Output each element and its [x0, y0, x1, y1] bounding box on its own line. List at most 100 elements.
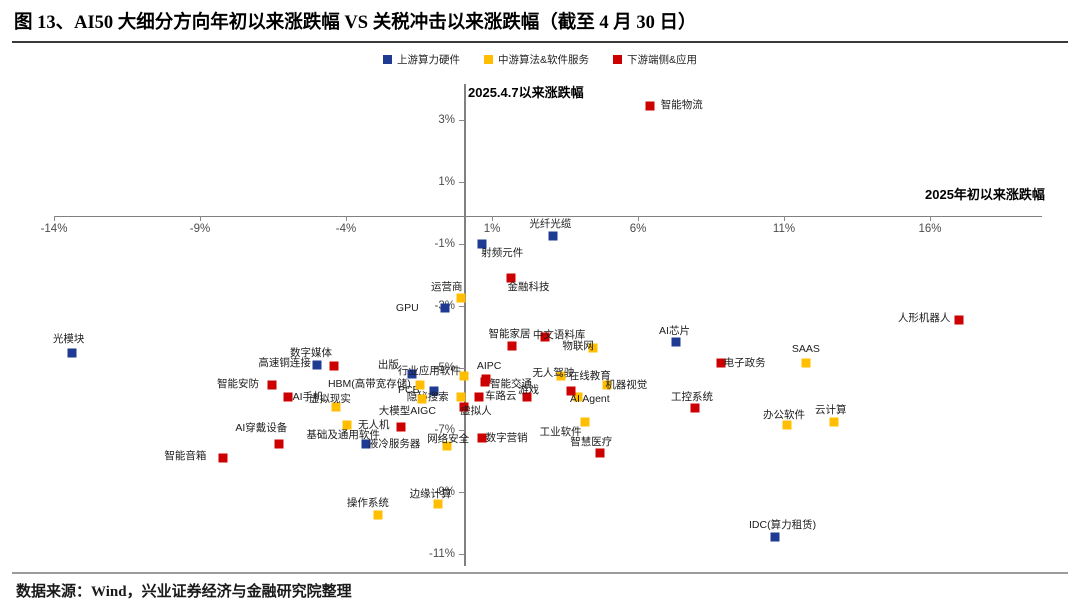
- x-axis-tick-label: -4%: [335, 223, 357, 235]
- data-point[interactable]: [716, 358, 726, 368]
- data-point-label: 车路云: [485, 389, 517, 402]
- x-axis-tick: [638, 216, 640, 221]
- data-point[interactable]: [433, 499, 443, 509]
- data-point[interactable]: [415, 380, 425, 390]
- data-point-label: 无人驾驶: [532, 366, 575, 379]
- data-point[interactable]: [440, 303, 450, 313]
- data-point-label: 金融科技: [507, 281, 550, 294]
- data-point[interactable]: [566, 386, 576, 396]
- x-axis-tick: [54, 216, 56, 221]
- data-point[interactable]: [595, 448, 605, 458]
- data-point[interactable]: [429, 386, 439, 396]
- data-point[interactable]: [396, 422, 406, 432]
- data-point-label: SAAS: [791, 343, 820, 356]
- data-point-label: 电子政务: [723, 357, 766, 370]
- data-point[interactable]: [477, 433, 487, 443]
- data-point[interactable]: [690, 403, 700, 413]
- x-axis-tick: [346, 216, 348, 221]
- data-point[interactable]: [829, 417, 839, 427]
- data-point[interactable]: [580, 417, 590, 427]
- data-point-label: 人形机器人: [897, 312, 951, 325]
- data-point[interactable]: [407, 369, 417, 379]
- data-point-label: 虚拟现实: [308, 392, 351, 405]
- data-point[interactable]: [456, 293, 466, 303]
- data-point-label: 边缘计算: [409, 487, 452, 500]
- data-point-label: 智能家居: [488, 327, 531, 340]
- data-point-label: 智能音箱: [164, 450, 207, 463]
- data-point[interactable]: [329, 361, 339, 371]
- data-point[interactable]: [540, 332, 550, 342]
- x-axis-tick: [492, 216, 494, 221]
- x-axis-tick-label: 16%: [918, 223, 942, 235]
- data-point[interactable]: [801, 358, 811, 368]
- data-point[interactable]: [507, 341, 517, 351]
- figure-title-bar: 图 13、AI50 大细分方向年初以来涨跌幅 VS 关税冲击以来涨跌幅（截至 4…: [0, 0, 1080, 42]
- x-axis-tick-label: -9%: [189, 223, 211, 235]
- data-point-label: 数字营销: [485, 431, 528, 444]
- y-axis-tick: [459, 306, 465, 308]
- data-point[interactable]: [602, 380, 612, 390]
- data-point[interactable]: [331, 402, 341, 412]
- y-axis-tick: [459, 368, 465, 370]
- x-axis-tick-label: -14%: [40, 223, 68, 235]
- data-point-label: AI Agent: [569, 392, 610, 405]
- data-point[interactable]: [274, 439, 284, 449]
- data-point[interactable]: [342, 420, 352, 430]
- data-point-label: 液冷服务器: [367, 437, 421, 450]
- data-point[interactable]: [645, 101, 655, 111]
- legend-item[interactable]: 中游算法&软件服务: [483, 52, 589, 67]
- y-axis-tick-label: 1%: [438, 176, 455, 188]
- data-point-label: 虚拟人: [460, 405, 492, 418]
- y-axis-tick-label: -5%: [434, 362, 455, 374]
- data-point[interactable]: [267, 380, 277, 390]
- x-axis-tick: [930, 216, 932, 221]
- legend-item[interactable]: 下游端侧&应用: [613, 52, 697, 67]
- footer-divider: [12, 572, 1068, 574]
- data-point[interactable]: [506, 273, 516, 283]
- legend-item[interactable]: 上游算力硬件: [382, 52, 460, 67]
- data-point-label: HBM(高带宽存储): [327, 377, 411, 390]
- x-axis-tick: [784, 216, 786, 221]
- data-point[interactable]: [312, 360, 322, 370]
- data-point[interactable]: [67, 348, 77, 357]
- data-point[interactable]: [283, 392, 293, 402]
- data-point[interactable]: [361, 439, 371, 449]
- data-point[interactable]: [474, 392, 484, 402]
- data-point[interactable]: [671, 337, 681, 347]
- data-point[interactable]: [548, 231, 558, 241]
- data-point[interactable]: [770, 532, 780, 542]
- data-point[interactable]: [459, 371, 469, 381]
- x-axis-tick-label: 1%: [483, 223, 501, 235]
- data-point[interactable]: [218, 453, 228, 463]
- data-point[interactable]: [373, 510, 383, 520]
- data-point[interactable]: [782, 420, 792, 430]
- data-point[interactable]: [417, 394, 427, 404]
- data-point[interactable]: [522, 392, 532, 402]
- data-point-label: 智能交通: [489, 377, 532, 390]
- data-point[interactable]: [556, 371, 566, 381]
- data-point[interactable]: [573, 392, 583, 402]
- data-point[interactable]: [954, 315, 964, 325]
- x-axis-title: 2025年初以来涨跌幅: [925, 187, 1045, 202]
- data-point-label: IDC(算力租赁): [748, 518, 817, 531]
- data-point[interactable]: [477, 239, 487, 249]
- data-point-label: 游戏: [518, 383, 539, 396]
- x-axis-line: [54, 216, 1042, 218]
- data-point-label: 光纤光缆: [529, 217, 572, 230]
- data-point[interactable]: [456, 392, 466, 402]
- data-point-label: 中文语料库: [532, 329, 586, 342]
- data-point-label: AIPC: [476, 360, 502, 373]
- data-point-label: 基础及通用软件: [306, 428, 380, 441]
- data-point[interactable]: [588, 343, 598, 353]
- data-point[interactable]: [480, 377, 490, 387]
- y-axis-tick-label: -1%: [434, 238, 455, 250]
- legend-swatch-icon: [613, 55, 622, 64]
- data-point-label: 出版: [377, 358, 399, 371]
- page-title: 图 13、AI50 大细分方向年初以来涨跌幅 VS 关税冲击以来涨跌幅（截至 4…: [14, 13, 697, 33]
- data-point[interactable]: [459, 402, 469, 412]
- y-axis-tick-label: -11%: [429, 548, 455, 560]
- y-axis-title: 2025.4.7以来涨跌幅: [468, 85, 584, 100]
- legend-swatch-icon: [483, 55, 493, 64]
- data-point-label: 行业应用软件: [397, 364, 461, 377]
- data-point[interactable]: [442, 441, 452, 450]
